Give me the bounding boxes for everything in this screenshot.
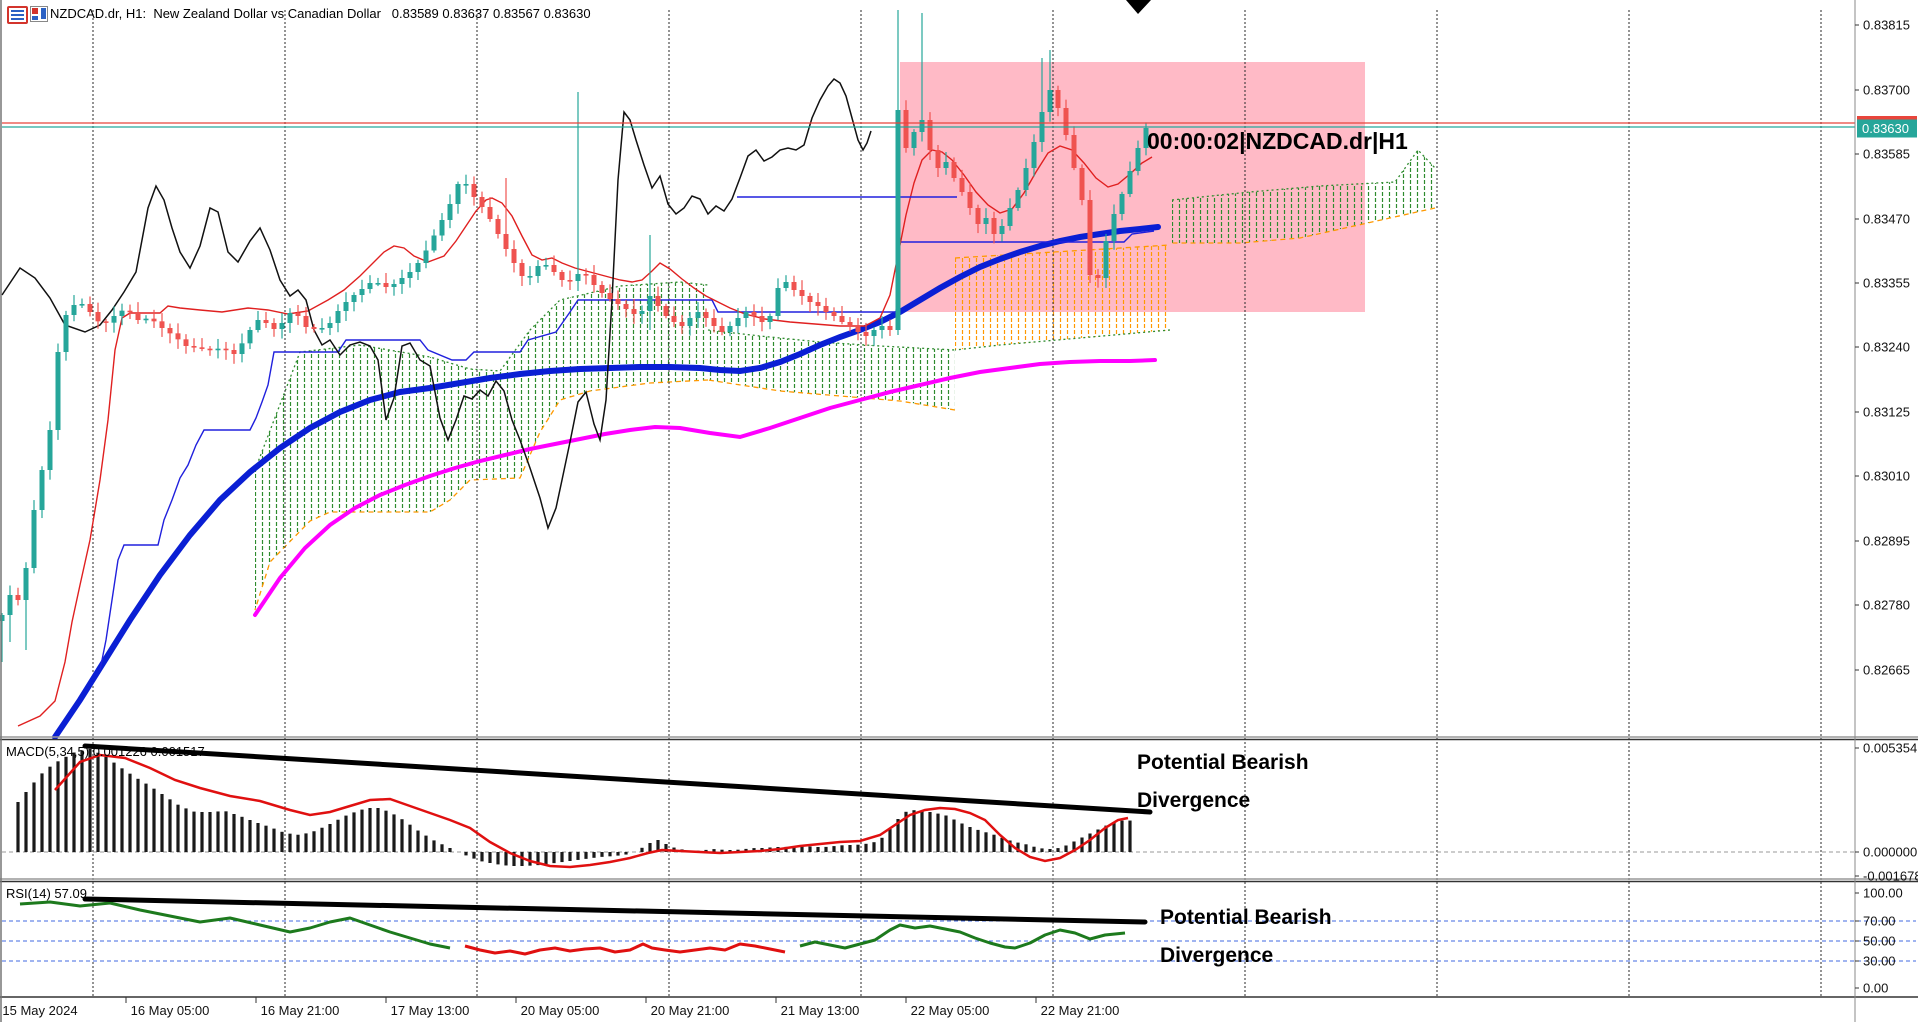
svg-text:0.83700: 0.83700	[1863, 83, 1910, 98]
svg-text:21 May 13:00: 21 May 13:00	[781, 1003, 860, 1018]
svg-text:20 May 05:00: 20 May 05:00	[521, 1003, 600, 1018]
svg-text:30.00: 30.00	[1863, 954, 1896, 969]
macd-indicator-label: MACD(5,34,5) 0.001226 0.001517	[6, 744, 205, 759]
svg-text:22 May 21:00: 22 May 21:00	[1041, 1003, 1120, 1018]
macd-signal-line	[54, 753, 1129, 869]
svg-text:100.00: 100.00	[1863, 886, 1903, 901]
current-price-tag	[1857, 119, 1917, 138]
rsi-divergence-line1: Potential Bearish	[1160, 906, 1332, 929]
svg-text:15 May 2024: 15 May 2024	[2, 1003, 77, 1018]
svg-text:20 May 21:00: 20 May 21:00	[651, 1003, 730, 1018]
rsi-pane	[2, 896, 1916, 962]
svg-text:0.83585: 0.83585	[1863, 147, 1910, 162]
down-arrow-annotation[interactable]	[1126, 0, 1151, 14]
macd-divergence-trendline[interactable]	[82, 743, 1153, 815]
macd-divergence-annotation: Potential Bearish Divergence	[1137, 744, 1309, 820]
svg-text:0.83355: 0.83355	[1863, 276, 1910, 291]
svg-text:0.83010: 0.83010	[1863, 469, 1910, 484]
svg-text:0.82895: 0.82895	[1863, 534, 1910, 549]
chart-title: NZDCAD.dr, H1: New Zealand Dollar vs Can…	[50, 6, 591, 21]
svg-text:0.83470: 0.83470	[1863, 212, 1910, 227]
price-tag-top-strip	[1857, 116, 1917, 120]
svg-text:0.82665: 0.82665	[1863, 663, 1910, 678]
chart-title-name: New Zealand Dollar vs Canadian Dollar	[153, 6, 381, 21]
vertical-gridlines	[92, 10, 1822, 997]
svg-text:0.83815: 0.83815	[1863, 18, 1910, 33]
svg-text:16 May 05:00: 16 May 05:00	[131, 1003, 210, 1018]
svg-text:0.83240: 0.83240	[1863, 340, 1910, 355]
rsi-indicator-label: RSI(14) 57.09	[6, 886, 87, 901]
svg-text:16 May 21:00: 16 May 21:00	[261, 1003, 340, 1018]
main-chart-lines	[1, 78, 1161, 740]
svg-text:-0.001678: -0.001678	[1863, 869, 1918, 884]
svg-text:17 May 13:00: 17 May 13:00	[391, 1003, 470, 1018]
rsi-divergence-trendline[interactable]	[82, 896, 1148, 925]
price-axis[interactable]: 0.83815 0.83700 0.83585 0.83470 0.83355 0.832…	[1855, 18, 1918, 996]
overlay-symbol-line	[1, 78, 872, 531]
chart-title-ohlc: 0.83589 0.83637 0.83567 0.83630	[391, 6, 591, 21]
svg-text:0.005354: 0.005354	[1863, 741, 1917, 756]
candles	[0, 10, 1149, 662]
rsi-divergence-annotation: Potential Bearish Divergence	[1160, 899, 1332, 975]
chart-list-icon[interactable]	[7, 6, 28, 24]
macd-pane	[2, 743, 1855, 869]
chart-window-icon[interactable]	[30, 6, 48, 22]
svg-text:0.000000: 0.000000	[1863, 845, 1917, 860]
svg-text:0.83125: 0.83125	[1863, 405, 1910, 420]
svg-text:70.00: 70.00	[1863, 914, 1896, 929]
time-axis[interactable]: 15 May 2024 16 May 05:00 16 May 21:00 17 Ma…	[0, 997, 1119, 1018]
current-price-value: 0.83630	[1862, 121, 1909, 136]
svg-text:0.00: 0.00	[1863, 981, 1888, 996]
rsi-divergence-line2: Divergence	[1160, 944, 1274, 967]
svg-text:0.82780: 0.82780	[1863, 598, 1910, 613]
blue-ma-line	[52, 224, 1161, 740]
timer-symbol-label: 00:00:02|NZDCAD.dr|H1	[1147, 128, 1408, 154]
svg-text:22 May 05:00: 22 May 05:00	[911, 1003, 990, 1018]
tenkan-line	[17, 145, 1153, 727]
svg-text:50.00: 50.00	[1863, 934, 1896, 949]
magenta-ma-line	[253, 358, 1157, 617]
kijun-line	[99, 230, 1155, 671]
chart-title-symbol: NZDCAD.dr, H1:	[50, 6, 147, 21]
macd-divergence-line1: Potential Bearish	[1137, 751, 1309, 774]
macd-divergence-line2: Divergence	[1137, 789, 1251, 812]
